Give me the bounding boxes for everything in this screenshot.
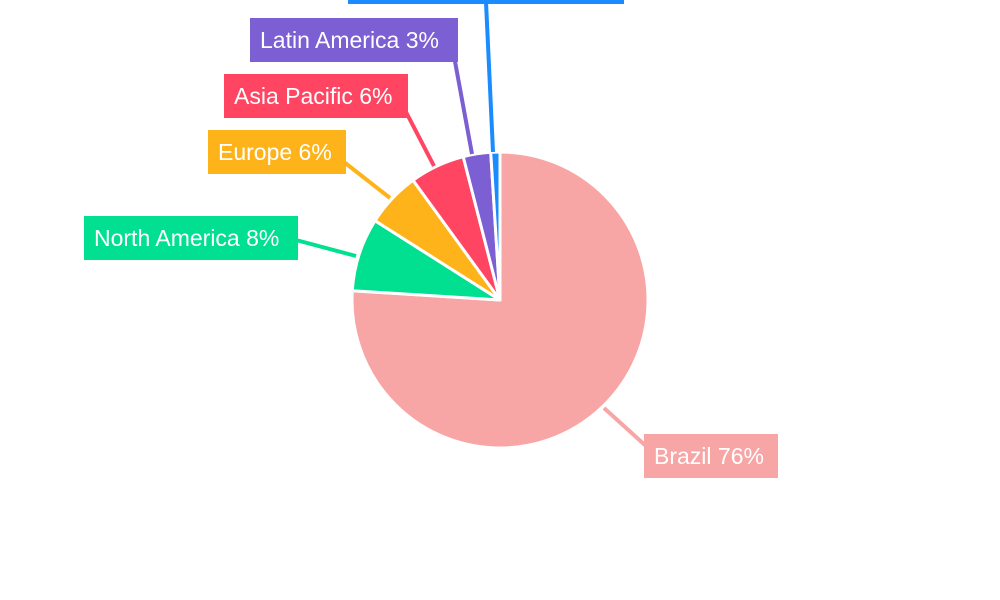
callout-box-asia-pacific [224,74,408,118]
callout-line-asia-pacific [404,111,436,167]
callout-box-brazil [644,434,778,478]
callout-line-europe [342,160,392,200]
callout-line-unlabeled [484,1,495,153]
callout-line-latin-america [452,55,474,155]
pie-slice-unlabeled [489,150,502,302]
callout-label-europe: Europe 6% [218,139,332,165]
callout-label-brazil: Brazil 76% [654,443,764,469]
callout-box-north-america [84,216,298,260]
callout-box-unlabeled [348,0,624,4]
pie-slices [350,150,650,450]
callout-box-latin-america [250,18,458,62]
pie-callouts: Brazil 76% North America 8% Europe 6% Asia … [84,0,778,478]
callout-line-north-america [295,238,357,258]
callout-label-asia-pacific: Asia Pacific 6% [234,83,393,109]
callout-label-north-america: North America 8% [94,225,279,251]
callout-box-europe [208,130,346,174]
callout-label-latin-america: Latin America 3% [260,27,439,53]
callout-line-brazil [602,406,648,448]
